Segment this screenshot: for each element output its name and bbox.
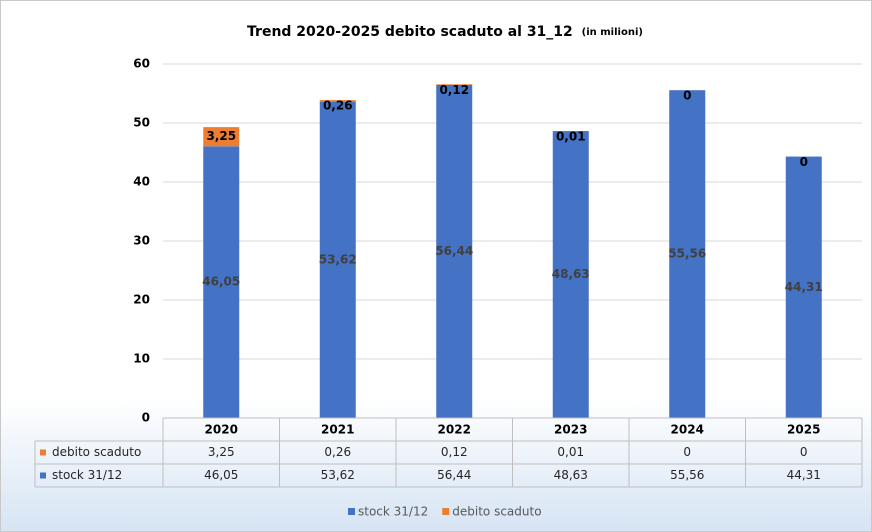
data-label: 44,31 [785, 280, 823, 294]
data-label: 3,25 [206, 129, 236, 143]
table-key [40, 449, 46, 456]
x-tick-label: 2020 [205, 423, 238, 437]
bar-segment [785, 156, 822, 419]
bar-segment [319, 100, 356, 102]
table-cell: 55,56 [670, 468, 704, 482]
data-label: 55,56 [668, 247, 706, 261]
table-cell: 3,25 [208, 445, 235, 459]
title-main: Trend 2020-2025 debito scaduto al 31_12 [247, 24, 573, 40]
y-tick-label: 0 [142, 411, 150, 425]
bar-segment [203, 146, 240, 418]
legend-label: debito scaduto [452, 505, 541, 519]
data-label: 0 [800, 155, 808, 169]
x-tick-label: 2021 [321, 423, 354, 437]
bar-segment [436, 85, 473, 418]
legend-key [442, 508, 450, 515]
table-cell: 48,63 [554, 468, 588, 482]
legend-key [348, 508, 355, 515]
title-sub: (in milioni) [582, 27, 643, 38]
x-tick-label: 2024 [671, 423, 704, 437]
bar-segment [319, 101, 356, 418]
table-cell: 0 [683, 445, 691, 459]
table-cell: 0,12 [441, 445, 468, 459]
bar-segment [203, 127, 240, 147]
data-label: 0 [683, 89, 691, 103]
data-label: 56,44 [435, 244, 473, 258]
table-cell: 56,44 [437, 468, 471, 482]
y-tick-label: 20 [133, 293, 150, 307]
bar-segment [436, 84, 473, 86]
data-label: 0,26 [323, 99, 353, 113]
table-cell: 46,05 [204, 468, 238, 482]
x-tick-label: 2023 [554, 423, 587, 437]
table-cell: 53,62 [321, 468, 355, 482]
x-tick-label: 2022 [438, 423, 471, 437]
table-cell: 0,01 [557, 445, 584, 459]
y-tick-label: 50 [133, 116, 150, 130]
bar-segment [552, 131, 589, 418]
data-label: 48,63 [552, 267, 590, 281]
table-row-label: debito scaduto [52, 445, 141, 459]
y-tick-label: 10 [133, 352, 150, 366]
table-cell: 0,26 [324, 445, 351, 459]
table-cell: 0 [800, 445, 808, 459]
data-label: 46,05 [202, 275, 240, 289]
table-row-label: stock 31/12 [52, 468, 122, 482]
y-tick-label: 40 [133, 175, 150, 189]
y-tick-label: 30 [133, 234, 150, 248]
chart-title: Trend 2020-2025 debito scaduto al 31_12 … [247, 24, 643, 40]
bar-segment [669, 90, 706, 419]
table-cell: 44,31 [787, 468, 821, 482]
data-label: 53,62 [319, 252, 357, 266]
table-key [40, 472, 46, 479]
x-tick-label: 2025 [787, 423, 820, 437]
data-label: 0,12 [439, 83, 469, 97]
data-label: 0,01 [556, 130, 586, 144]
y-tick-label: 60 [133, 57, 150, 71]
legend-label: stock 31/12 [358, 505, 428, 519]
